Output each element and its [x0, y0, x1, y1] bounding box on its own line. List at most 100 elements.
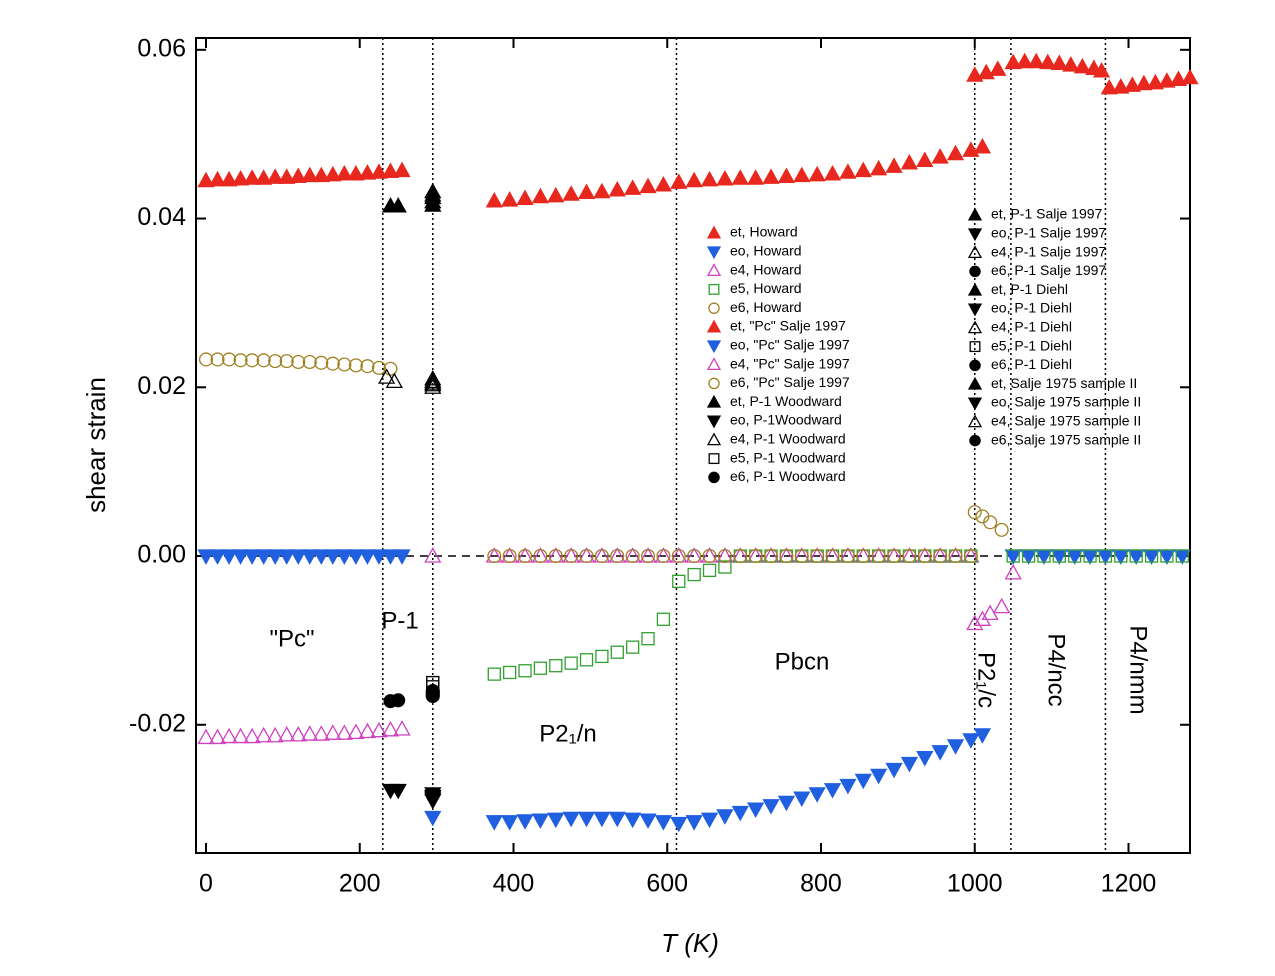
legend-marker: [706, 319, 722, 333]
point: [371, 360, 386, 375]
point: [564, 656, 578, 670]
point: [347, 549, 365, 565]
point: [610, 548, 625, 564]
point: [885, 157, 903, 173]
point: [337, 357, 352, 372]
point: [579, 548, 594, 564]
point: [289, 167, 307, 184]
point: [518, 548, 533, 564]
point: [716, 809, 734, 825]
y-tick-label: -0.02: [129, 709, 186, 737]
point: [870, 159, 888, 176]
legend-marker: [708, 283, 720, 295]
legend-label: e6, P-1 Woodward: [730, 468, 846, 484]
point: [501, 815, 519, 831]
point: [973, 610, 992, 626]
point: [424, 375, 442, 392]
phase-label: P2₁/n: [539, 720, 596, 747]
point: [1135, 74, 1153, 91]
point: [197, 549, 215, 565]
point: [324, 165, 342, 182]
y-tick-label: 0.00: [137, 541, 186, 569]
legend-marker: [706, 357, 722, 371]
point: [516, 189, 534, 205]
point: [1037, 549, 1051, 563]
point: [733, 548, 748, 564]
point: [962, 733, 980, 749]
legend-marker: [967, 207, 983, 221]
legend-label: eo, "Pc" Salje 1997: [730, 337, 850, 353]
legend-label: eo, P-1 Diehl: [991, 300, 1072, 316]
point: [424, 372, 442, 389]
point: [198, 352, 214, 367]
point: [393, 549, 411, 565]
y-tick-label: 0.02: [137, 372, 186, 400]
legend-marker: [969, 434, 981, 447]
point: [700, 170, 719, 187]
point: [1100, 78, 1118, 95]
point: [335, 164, 353, 181]
x-tick-label: 600: [646, 870, 688, 898]
legend-label: et, "Pc" Salje 1997: [730, 318, 846, 334]
point: [1123, 76, 1141, 92]
point: [370, 721, 388, 738]
point: [301, 549, 319, 565]
point: [1160, 549, 1174, 563]
point: [208, 170, 227, 187]
point: [656, 548, 671, 564]
phase-label: P-1: [381, 607, 418, 634]
point: [1129, 549, 1143, 563]
point: [1039, 53, 1057, 70]
point: [383, 361, 398, 376]
point: [1052, 549, 1066, 563]
point: [312, 725, 330, 741]
legend-marker: [706, 263, 722, 277]
point: [501, 191, 519, 207]
x-axis-label: T (K): [661, 928, 719, 958]
point: [348, 358, 363, 373]
legend-marker: [969, 341, 981, 353]
point: [654, 175, 673, 192]
point: [823, 164, 842, 181]
point: [485, 191, 503, 208]
point: [871, 548, 886, 564]
point: [278, 549, 296, 565]
legend-marker: [706, 394, 722, 408]
point: [808, 165, 826, 182]
x-tick-label: 200: [339, 870, 381, 898]
phase-label: P4/nmm: [1125, 625, 1152, 714]
legend-marker: [708, 377, 720, 390]
point: [360, 359, 375, 374]
legend-marker: [967, 397, 983, 411]
point: [531, 187, 550, 204]
point: [593, 811, 611, 828]
point: [808, 787, 826, 803]
point: [1158, 72, 1176, 88]
point: [564, 548, 579, 564]
point: [702, 548, 717, 564]
point: [533, 548, 548, 564]
legend-marker: [967, 376, 983, 390]
legend-marker: [967, 245, 983, 259]
point: [902, 548, 917, 564]
point: [670, 816, 688, 833]
legend-label: e4, P-1 Woodward: [730, 431, 846, 447]
point: [324, 549, 342, 565]
point: [973, 728, 992, 744]
point: [255, 726, 273, 743]
point: [256, 353, 271, 368]
point: [279, 354, 294, 369]
point: [973, 137, 992, 154]
point: [314, 355, 329, 370]
point: [1112, 78, 1130, 94]
legend-label: e6, Howard: [730, 299, 802, 315]
point: [424, 374, 442, 390]
legend-marker: [706, 246, 722, 260]
point: [347, 723, 365, 740]
point: [764, 548, 779, 564]
legend-marker: [967, 414, 983, 428]
x-tick-label: 1000: [947, 870, 1003, 898]
point: [966, 614, 984, 631]
point: [916, 151, 934, 167]
legend-marker: [967, 303, 983, 317]
